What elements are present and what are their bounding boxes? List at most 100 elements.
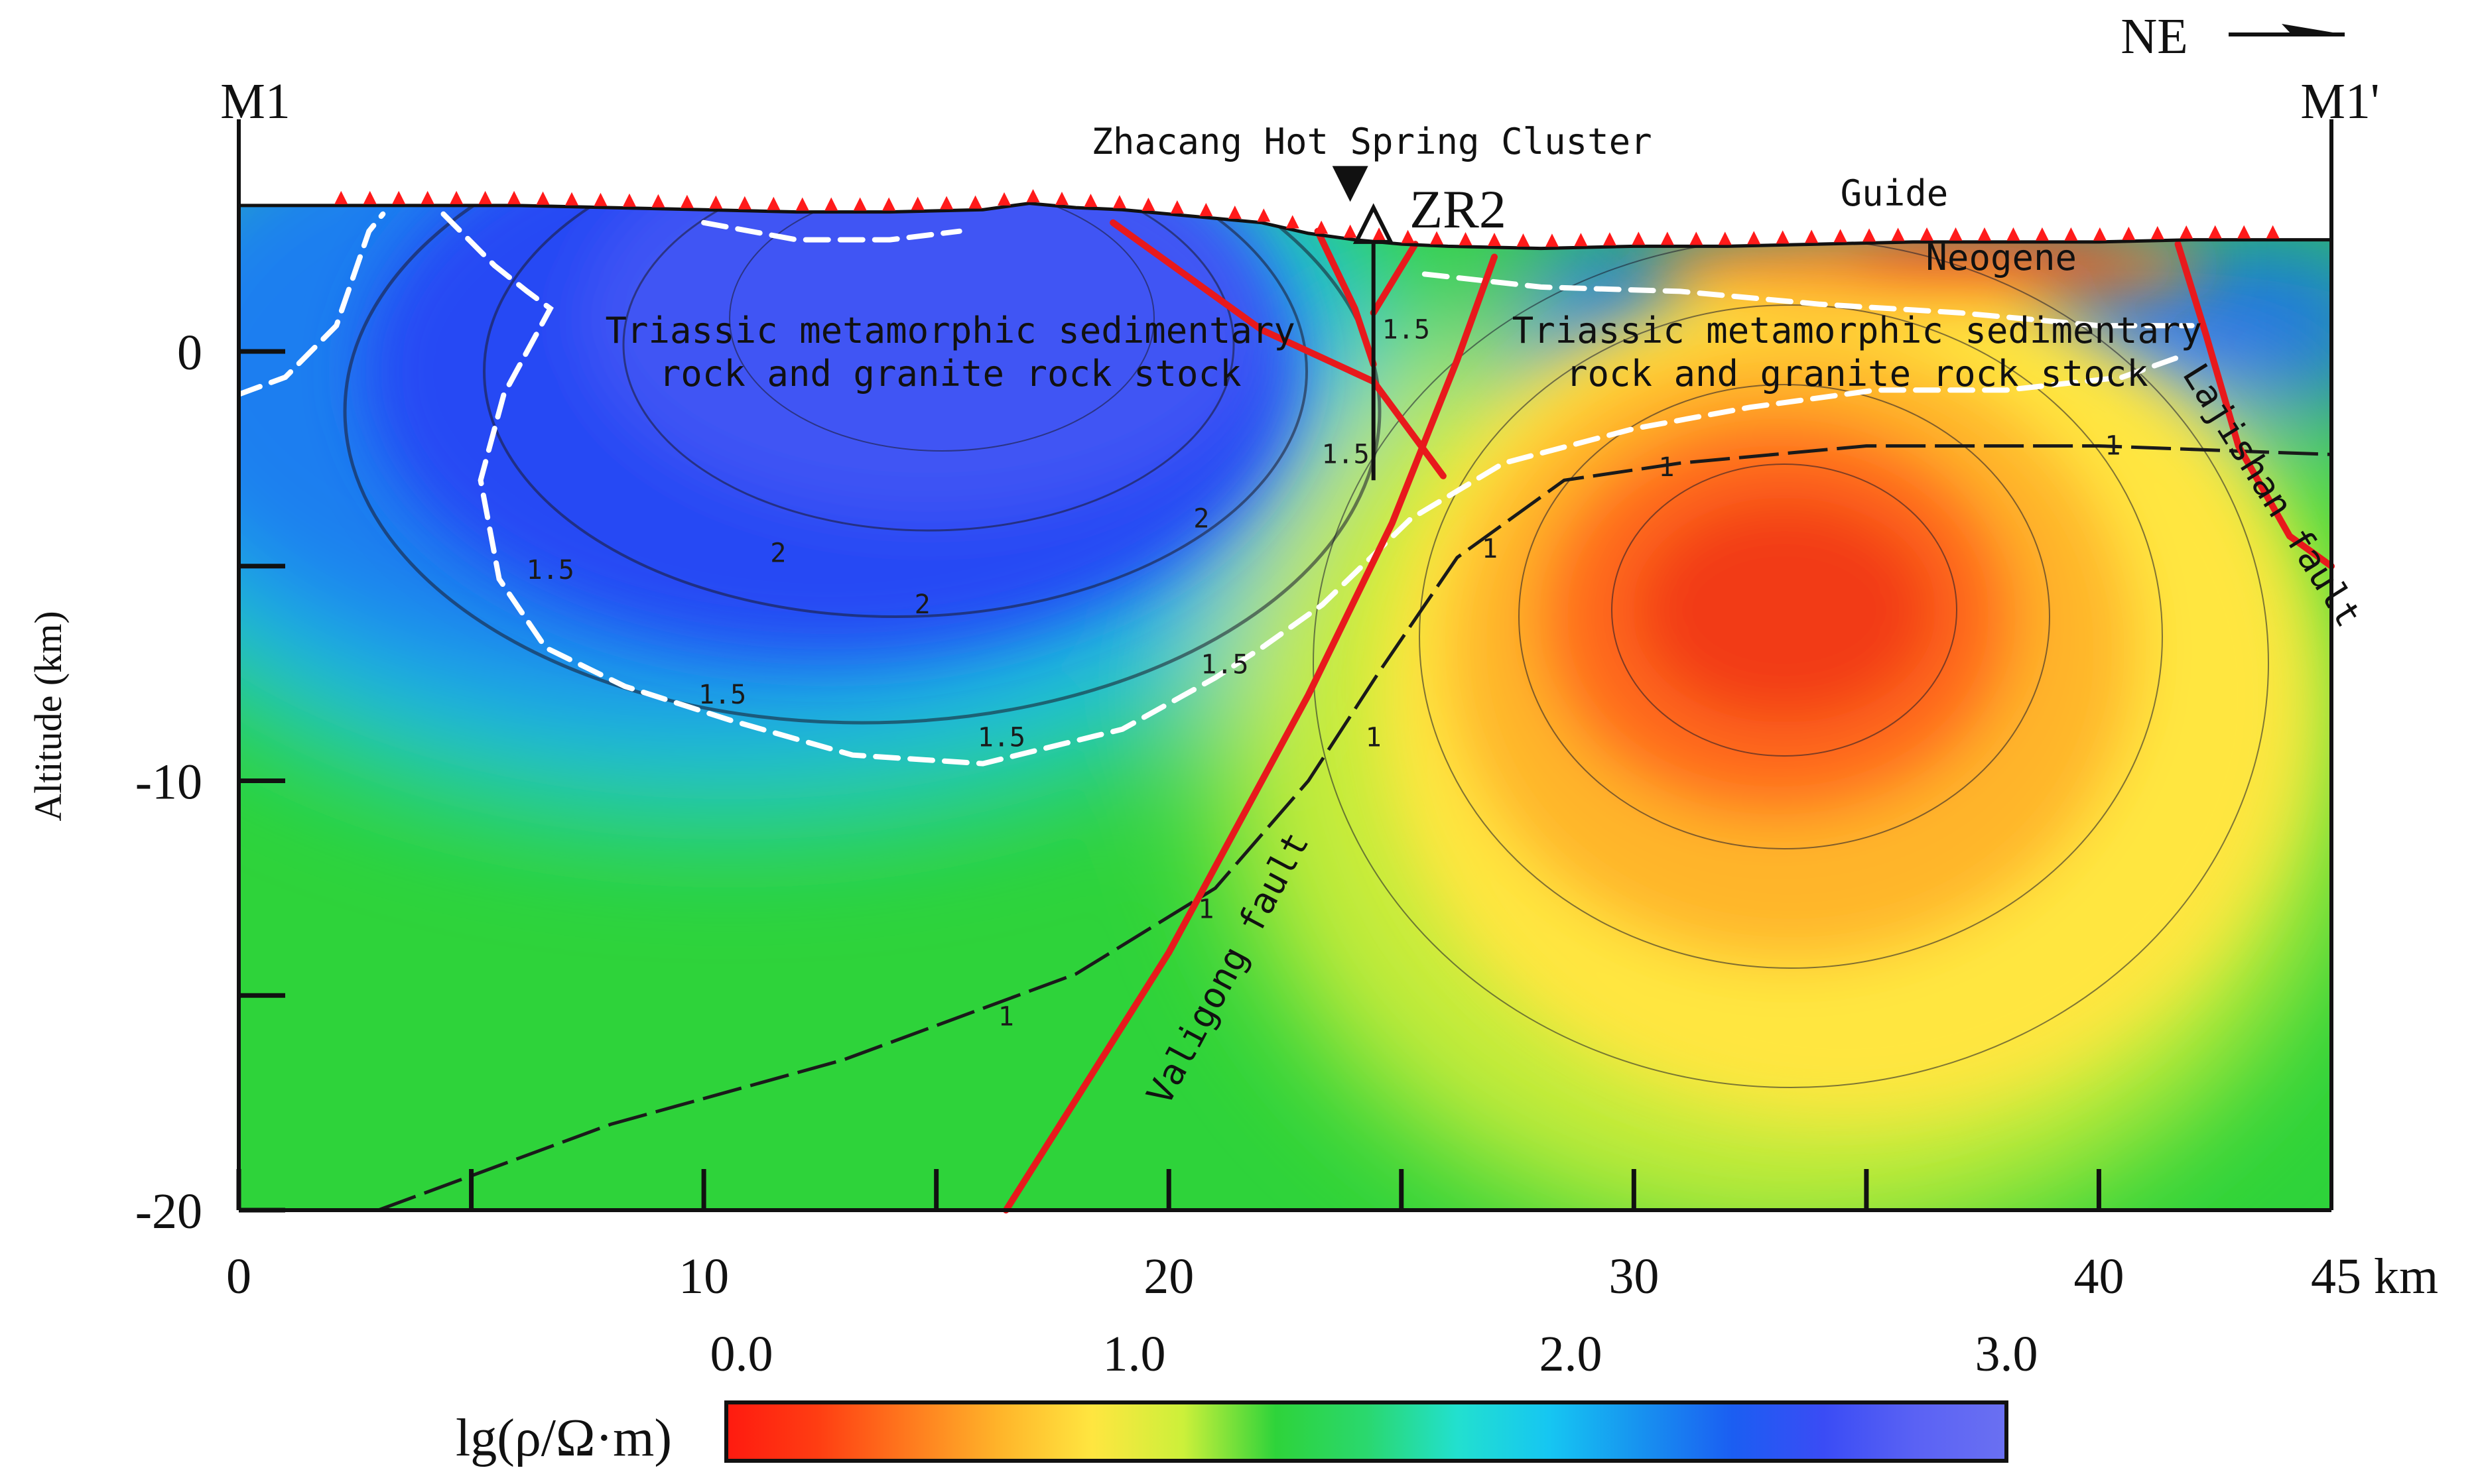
station-marker-icon (1112, 195, 1126, 209)
station-marker-icon (1084, 194, 1098, 208)
colorbar-tick-label: 0.0 (710, 1326, 773, 1382)
station-marker-icon (795, 197, 809, 211)
station-marker-icon (998, 192, 1012, 206)
x-tick-label: 20 (1143, 1249, 1194, 1304)
station-marker-icon (2093, 227, 2107, 241)
field-neogene-core (1851, 241, 2142, 287)
surface-topography (239, 202, 2331, 251)
colorbar-tick-label: 3.0 (1975, 1326, 2038, 1382)
geology-annotation: rock and granite rock stock (1566, 353, 2148, 395)
y-axis-label: Altitude (km) (27, 611, 70, 821)
fault-line (1370, 241, 1419, 316)
station-marker-icon (2006, 227, 2020, 241)
station-marker-icon (334, 190, 348, 204)
contour-value-label: 1.5 (978, 723, 1025, 753)
station-marker-icon (392, 190, 406, 204)
station-marker-icon (940, 196, 954, 210)
station-label: ZR2 (1409, 179, 1506, 239)
station-marker-icon (1459, 231, 1472, 245)
station-marker-icon (1949, 227, 1963, 241)
fault-line (1314, 227, 1377, 368)
direction-label: NE (2121, 9, 2187, 64)
contour-value-label: 1.5 (1322, 439, 1370, 469)
station-marker-icon (1718, 231, 1732, 245)
station-marker-icon (1574, 233, 1588, 247)
formation-boundary (440, 211, 2186, 767)
contour-value-label: 1 (1366, 723, 1382, 753)
field-conductor-core (1632, 497, 1937, 723)
zr2-well-marker-icon (1352, 203, 1394, 244)
contour-lines (343, 203, 2331, 1211)
y-tick-label: -10 (135, 755, 202, 810)
station-marker-icon (1488, 232, 1501, 246)
station-marker-icon (1689, 231, 1703, 245)
station-marker-icon (622, 193, 636, 207)
station-marker-icon (767, 196, 781, 210)
contour-value-label: 1 (1658, 452, 1674, 483)
ground-surface-line (239, 202, 2331, 251)
profile-end-label: M1' (2300, 74, 2379, 129)
station-marker-icon (968, 195, 982, 209)
profile-start-label: M1 (220, 74, 291, 129)
section-axes: 0 10 20 30 40 0 -10 -20 (135, 119, 2333, 1304)
station-marker-icon (1199, 202, 1213, 216)
station-marker-icon (564, 192, 578, 206)
hot-spring-marker-icon (1332, 166, 1368, 202)
contour-value-label: 1.5 (1382, 315, 1430, 345)
station-marker-icon (1747, 231, 1761, 245)
station-marker-icon (651, 194, 665, 208)
geology-annotation: Guide (1841, 172, 1949, 214)
station-marker-icon (824, 197, 838, 211)
station-marker-icon (1026, 189, 1040, 203)
station-marker-icon (2122, 226, 2136, 240)
geology-annotation: rock and granite rock stock (659, 353, 1242, 395)
colorbar-tick-label: 2.0 (1539, 1326, 1602, 1382)
station-marker-icon (1920, 227, 1934, 241)
x-tick-label: 40 (2073, 1249, 2124, 1304)
station-marker-icon (2208, 225, 2222, 239)
contour-line (729, 203, 1155, 452)
contour-value-label: 2 (770, 538, 786, 568)
y-tick-label: -20 (135, 1184, 202, 1239)
station-marker-icon (738, 196, 751, 210)
station-marker-icon (1343, 224, 1357, 238)
station-marker-icon (507, 190, 521, 204)
station-marker-icon (1430, 231, 1444, 245)
station-marker-icon (709, 195, 723, 209)
geology-annotation: Neogene (1925, 237, 2077, 278)
station-marker-icon (1862, 228, 1876, 242)
fault-line (1002, 253, 1498, 1213)
station-marker-icon (536, 191, 550, 205)
x-tick-label: 0 (226, 1249, 251, 1304)
contour-line (1518, 384, 2050, 849)
station-marker-icon (1055, 192, 1069, 206)
station-marker-icon (1833, 229, 1847, 243)
station-marker-icon (1805, 229, 1819, 243)
station-marker-icon (450, 190, 464, 204)
station-marker-icon (1315, 220, 1329, 234)
station-marker-icon (911, 196, 925, 210)
y-tick-label: 0 (177, 325, 202, 381)
station-marker-icon (853, 197, 867, 211)
contour-value-label: 1 (2105, 430, 2121, 461)
colorbar-bar (724, 1400, 2008, 1463)
field-resistor-inner (584, 203, 1273, 517)
contour-line (483, 203, 1308, 618)
contour-line (1419, 304, 2163, 969)
colorbar-tick-label: 1.0 (1103, 1326, 1166, 1382)
resistivity-field (239, 203, 2331, 1211)
contour-value-label: 1 (998, 1002, 1014, 1032)
contour-value-label: 1.5 (1201, 650, 1248, 680)
x-unit-label: 45 km (2311, 1249, 2438, 1304)
contour-value-label: 2 (1193, 503, 1209, 534)
mt-stations (334, 166, 2280, 481)
formation-boundary (239, 211, 386, 397)
north-east-arrow-icon (2229, 24, 2345, 36)
contour-value-labels: 2 2 2 1.5 1.5 1.5 1.5 1.5 1.5 1 1 1 1 1 1 (527, 315, 2121, 1032)
station-marker-icon (594, 192, 608, 206)
fault-line (2174, 241, 2335, 570)
station-marker-icon (1602, 232, 1616, 246)
station-marker-icon (1228, 205, 1242, 219)
station-marker-icon (1257, 208, 1271, 222)
